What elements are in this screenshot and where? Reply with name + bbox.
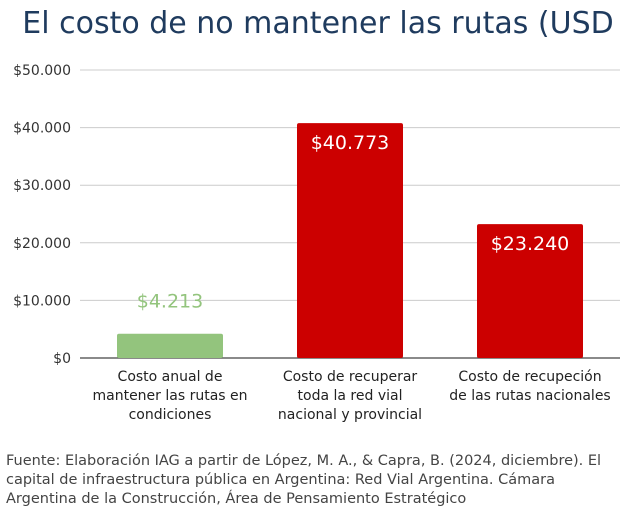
bar [117, 333, 223, 358]
bar [477, 224, 583, 358]
y-tick-label: $20.000 [13, 236, 71, 252]
source-note: Fuente: Elaboración IAG a partir de Lópe… [6, 453, 602, 507]
x-category-label: Costo anual de [118, 369, 223, 385]
bar-chart: $0 $10.000 $20.000 $30.000 $40.000 $50.000 $4.… [13, 63, 620, 423]
data-label: $23.240 [491, 233, 570, 255]
bar [297, 123, 403, 358]
x-category-label: de las rutas nacionales [449, 388, 610, 404]
data-label: $40.773 [311, 132, 390, 154]
x-category-label: mantener las rutas en [92, 388, 247, 404]
chart-title: El costo de no mantener las rutas (USD [22, 6, 614, 41]
data-label: $4.213 [137, 291, 203, 313]
x-category-label: Costo de recupeción [458, 369, 601, 385]
y-tick-label: $0 [53, 351, 71, 367]
x-category-label: condiciones [129, 407, 212, 423]
x-category-label: toda la red vial [298, 388, 403, 404]
x-category-label: nacional y provincial [278, 407, 422, 423]
y-tick-label: $50.000 [13, 63, 71, 79]
y-tick-label: $10.000 [13, 293, 71, 309]
y-tick-label: $40.000 [13, 121, 71, 137]
x-category-label: Costo de recuperar [283, 369, 418, 385]
y-tick-label: $30.000 [13, 178, 71, 194]
